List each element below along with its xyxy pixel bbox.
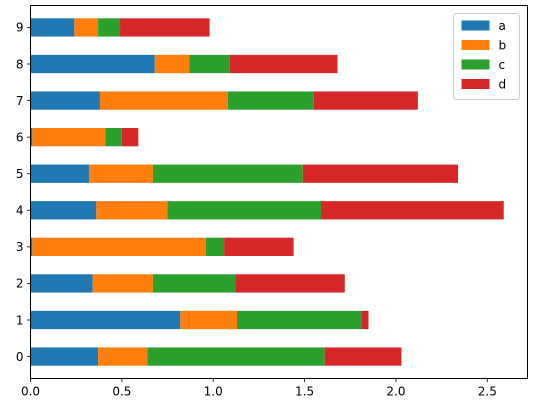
bar-d-0 xyxy=(324,347,402,366)
bar-d-6 xyxy=(121,128,139,147)
bar-b-3 xyxy=(32,237,206,256)
bar-b-1 xyxy=(180,310,237,330)
legend-swatch-d xyxy=(461,79,490,89)
bar-d-7 xyxy=(313,91,418,110)
bar-a-1 xyxy=(30,310,181,330)
bar-c-4 xyxy=(167,201,322,220)
bar-a-5 xyxy=(30,164,89,183)
bar-b-0 xyxy=(98,347,148,366)
legend-swatch-c xyxy=(461,59,490,70)
x-tick-label: 1.5 xyxy=(295,385,314,399)
bar-d-3 xyxy=(224,237,294,256)
bars-group xyxy=(30,18,504,366)
y-ticks-group: 0 1 2 3 4 5 6 7 8 9 xyxy=(16,21,31,364)
legend-swatch-b xyxy=(461,40,490,50)
bar-a-2 xyxy=(30,274,93,293)
x-tick-label: 1.0 xyxy=(204,385,223,399)
y-tick-label: 2 xyxy=(16,277,24,291)
x-ticks-group: 0.0 0.5 1.0 1.5 2.0 2.5 xyxy=(21,378,497,399)
y-tick-label: 4 xyxy=(16,204,24,218)
bar-c-9 xyxy=(98,18,121,37)
bar-c-1 xyxy=(236,310,362,330)
bar-c-5 xyxy=(152,164,303,183)
legend-label-a: a xyxy=(499,19,506,33)
bar-a-7 xyxy=(30,91,100,110)
bar-a-8 xyxy=(30,54,155,74)
x-tick-label: 0.5 xyxy=(112,385,131,399)
x-tick-label: 0.0 xyxy=(21,385,40,399)
bar-a-4 xyxy=(30,201,97,220)
bar-d-8 xyxy=(229,54,338,74)
x-tick-label: 2.0 xyxy=(386,385,405,399)
bar-b-8 xyxy=(154,54,190,74)
x-tick-label: 2.5 xyxy=(478,385,497,399)
y-tick-label: 3 xyxy=(16,240,24,254)
legend-label-b: b xyxy=(499,38,507,52)
bar-c-2 xyxy=(152,274,236,293)
legend-label-c: c xyxy=(499,58,506,72)
bar-b-5 xyxy=(88,164,153,183)
y-tick-label: 0 xyxy=(16,350,24,364)
bar-b-6 xyxy=(32,128,106,147)
bar-b-4 xyxy=(96,201,168,220)
bar-a-6 xyxy=(30,128,33,147)
legend-swatch-a xyxy=(461,20,490,31)
bar-d-9 xyxy=(120,18,210,37)
bar-b-9 xyxy=(74,18,99,37)
y-tick-label: 5 xyxy=(16,167,24,181)
bar-d-2 xyxy=(235,274,345,293)
bar-c-7 xyxy=(227,91,314,110)
bar-c-6 xyxy=(105,128,122,147)
bar-d-4 xyxy=(321,201,504,220)
bar-c-3 xyxy=(205,237,225,256)
bar-c-0 xyxy=(147,347,325,366)
y-tick-label: 1 xyxy=(16,313,24,327)
y-tick-label: 7 xyxy=(16,94,24,108)
bar-c-8 xyxy=(189,54,230,74)
y-tick-label: 8 xyxy=(16,57,24,71)
bar-a-9 xyxy=(30,18,75,37)
bar-b-7 xyxy=(99,91,228,110)
plot-frame xyxy=(30,5,528,379)
bar-b-2 xyxy=(92,274,153,293)
legend-label-d: d xyxy=(499,77,507,91)
y-tick-label: 6 xyxy=(16,130,24,144)
legend-box xyxy=(453,13,520,100)
bar-a-3 xyxy=(30,237,33,256)
bar-d-1 xyxy=(361,310,369,330)
y-tick-label: 9 xyxy=(16,21,24,35)
bar-a-0 xyxy=(30,347,99,366)
bar-d-5 xyxy=(302,164,459,183)
